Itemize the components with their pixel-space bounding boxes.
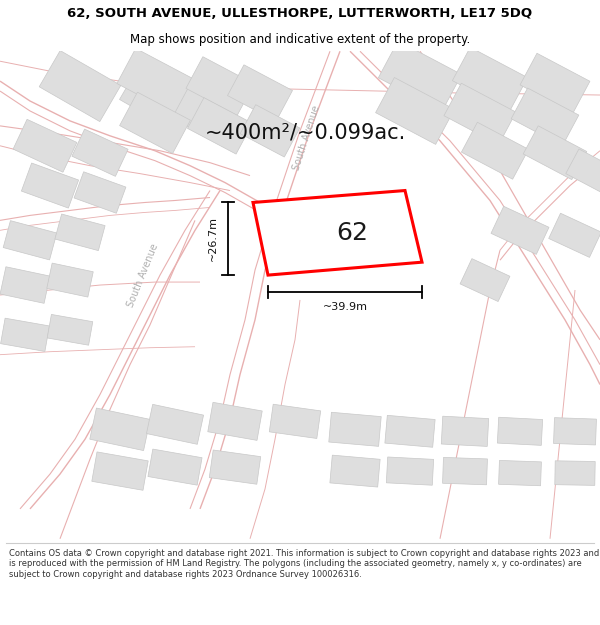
Bar [92, 452, 148, 490]
Polygon shape [253, 191, 422, 275]
Bar [209, 450, 261, 484]
Bar [0, 267, 50, 303]
Bar [188, 98, 253, 154]
Text: South Avenue: South Avenue [292, 104, 322, 172]
Text: Contains OS data © Crown copyright and database right 2021. This information is : Contains OS data © Crown copyright and d… [9, 549, 599, 579]
Bar [548, 213, 600, 258]
Bar [47, 314, 93, 345]
Bar [74, 172, 126, 213]
Bar [566, 149, 600, 192]
Bar [227, 65, 292, 121]
Bar [119, 67, 190, 129]
Bar [3, 221, 57, 260]
Bar [329, 412, 381, 446]
Bar [497, 418, 542, 446]
Bar [555, 461, 595, 486]
Bar [379, 41, 461, 111]
Bar [376, 78, 454, 144]
Bar [240, 104, 300, 157]
Bar [441, 416, 489, 446]
Text: ~400m²/~0.099ac.: ~400m²/~0.099ac. [205, 123, 406, 143]
Text: South Avenue: South Avenue [125, 242, 160, 308]
Text: ~26.7m: ~26.7m [208, 216, 218, 261]
Bar [72, 129, 128, 176]
Bar [22, 163, 79, 208]
Bar [443, 458, 487, 485]
Bar [330, 455, 380, 487]
Bar [523, 126, 587, 179]
Bar [164, 83, 226, 139]
Text: 62, SOUTH AVENUE, ULLESTHORPE, LUTTERWORTH, LE17 5DQ: 62, SOUTH AVENUE, ULLESTHORPE, LUTTERWOR… [67, 8, 533, 21]
Bar [460, 259, 510, 301]
Bar [491, 206, 549, 254]
Bar [452, 48, 527, 111]
Bar [148, 449, 202, 485]
Bar [269, 404, 321, 439]
Bar [499, 461, 541, 486]
Bar [386, 457, 434, 485]
Text: Map shows position and indicative extent of the property.: Map shows position and indicative extent… [130, 34, 470, 46]
Bar [119, 92, 190, 154]
Text: ~39.9m: ~39.9m [323, 302, 367, 312]
Bar [13, 119, 77, 172]
Bar [90, 408, 150, 451]
Bar [117, 48, 193, 114]
Bar [1, 318, 49, 351]
Bar [208, 402, 262, 441]
Bar [47, 263, 93, 297]
Bar [444, 83, 516, 144]
Bar [461, 122, 529, 179]
Bar [520, 53, 590, 113]
Bar [39, 51, 121, 122]
Bar [385, 416, 435, 447]
Bar [55, 214, 105, 251]
Bar [511, 88, 579, 146]
Bar [146, 404, 203, 444]
Bar [186, 57, 254, 116]
Text: 62: 62 [336, 221, 368, 244]
Bar [554, 418, 596, 445]
